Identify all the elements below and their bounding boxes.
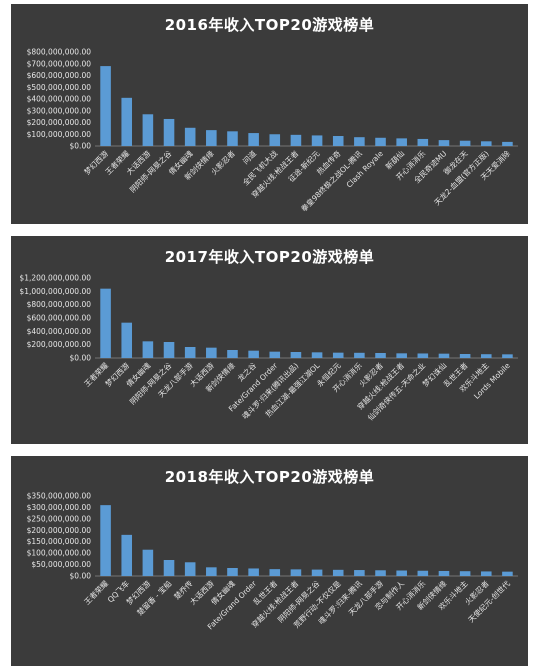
bar bbox=[184, 347, 196, 358]
bar bbox=[121, 534, 133, 576]
y-tick-label: $0.00 bbox=[70, 354, 92, 363]
bar bbox=[396, 570, 407, 576]
bar bbox=[396, 353, 407, 358]
chart-title: 2016年收入TOP20游戏榜单 bbox=[164, 16, 375, 34]
y-tick-label: $600,000,000.00 bbox=[27, 71, 92, 80]
chart-title: 2017年收入TOP20游戏榜单 bbox=[164, 248, 375, 266]
category-label: 问道 bbox=[240, 148, 258, 166]
bar-chart-2016: $0.00 $100,000,000.00 $200,000,000.00 $300,… bbox=[27, 48, 518, 214]
bar bbox=[311, 352, 323, 358]
bar bbox=[375, 570, 386, 576]
bar bbox=[227, 568, 238, 576]
bar bbox=[332, 569, 344, 576]
bar bbox=[311, 135, 323, 146]
bar bbox=[354, 352, 365, 358]
bar bbox=[438, 140, 450, 146]
bar bbox=[121, 97, 133, 146]
y-tick-label: $150,000,000.00 bbox=[27, 537, 92, 546]
bar bbox=[163, 118, 175, 146]
chart-panel-2018: 2018年收入TOP20游戏榜单 $0.00 $50,000,000.00 $100… bbox=[11, 456, 528, 666]
bar bbox=[332, 352, 344, 358]
bar bbox=[354, 137, 365, 146]
bar bbox=[100, 505, 111, 576]
bar bbox=[227, 350, 238, 358]
bar bbox=[163, 342, 175, 358]
y-tick-label: $200,000,000.00 bbox=[27, 340, 92, 349]
y-tick-label: $300,000,000.00 bbox=[27, 106, 92, 115]
y-tick-label: $200,000,000.00 bbox=[27, 118, 92, 127]
bar bbox=[290, 352, 302, 358]
bar bbox=[184, 127, 196, 146]
y-tick-label: $100,000,000.00 bbox=[27, 549, 92, 558]
y-tick-label: $250,000,000.00 bbox=[27, 514, 92, 523]
bar bbox=[248, 350, 259, 358]
bar bbox=[142, 114, 154, 146]
bar bbox=[480, 141, 492, 146]
bar bbox=[480, 354, 492, 358]
bar bbox=[206, 130, 217, 146]
bar bbox=[502, 571, 513, 576]
chart-title: 2018年收入TOP20游戏榜单 bbox=[164, 468, 375, 486]
y-tick-label: $0.00 bbox=[70, 142, 92, 151]
bar bbox=[269, 569, 281, 576]
bar bbox=[206, 567, 217, 576]
y-tick-label: $50,000,000.00 bbox=[31, 560, 91, 569]
bar bbox=[100, 66, 111, 146]
y-tick-label: $350,000,000.00 bbox=[27, 492, 92, 501]
bar bbox=[459, 354, 471, 358]
chart-panel-2016: 2016年收入TOP20游戏榜单 $0.00 $100,000,000.00 $20… bbox=[11, 4, 528, 224]
bar bbox=[269, 351, 281, 358]
bar-chart-2017: $0.00 $200,000,000.00 $400,000,000.00 $600,… bbox=[19, 274, 518, 422]
y-tick-label: $400,000,000.00 bbox=[27, 95, 92, 104]
bar bbox=[311, 569, 323, 576]
bar bbox=[163, 560, 175, 576]
y-tick-label: $500,000,000.00 bbox=[27, 83, 92, 92]
y-tick-label: $700,000,000.00 bbox=[27, 59, 92, 68]
bar bbox=[184, 562, 196, 576]
y-tick-label: $300,000,000.00 bbox=[27, 503, 92, 512]
y-tick-label: $200,000,000.00 bbox=[27, 526, 92, 535]
y-tick-label: $800,000,000.00 bbox=[27, 300, 92, 309]
bar bbox=[290, 134, 302, 146]
bar bbox=[142, 341, 154, 358]
bar bbox=[438, 353, 450, 358]
y-tick-label: $800,000,000.00 bbox=[27, 48, 92, 57]
bar bbox=[375, 353, 386, 358]
category-label: 王者荣耀 bbox=[82, 578, 111, 607]
bar bbox=[248, 568, 259, 576]
category-label: 火影忍者 bbox=[209, 148, 238, 177]
bar bbox=[417, 570, 429, 576]
bar bbox=[438, 570, 450, 576]
bar bbox=[142, 549, 154, 576]
y-tick-label: $1,000,000,000.00 bbox=[19, 287, 91, 296]
bar-chart-2018: $0.00 $50,000,000.00 $100,000,000.00 $150,0… bbox=[27, 492, 518, 631]
bar bbox=[248, 133, 259, 146]
bar bbox=[354, 570, 365, 576]
bar bbox=[121, 322, 133, 358]
bar bbox=[227, 131, 238, 146]
bar bbox=[269, 134, 281, 146]
y-tick-label: $100,000,000.00 bbox=[27, 130, 92, 139]
bar bbox=[502, 354, 513, 358]
y-tick-label: $1,200,000,000.00 bbox=[19, 274, 91, 283]
bar bbox=[206, 347, 217, 358]
y-tick-label: $400,000,000.00 bbox=[27, 327, 92, 336]
bar bbox=[396, 138, 407, 146]
bar bbox=[375, 137, 386, 146]
bar bbox=[332, 136, 344, 146]
y-tick-label: $600,000,000.00 bbox=[27, 314, 92, 323]
y-tick-label: $0.00 bbox=[70, 572, 92, 581]
bar bbox=[417, 138, 429, 146]
bar bbox=[100, 288, 111, 358]
bar bbox=[290, 569, 302, 576]
bar bbox=[417, 353, 429, 358]
bar bbox=[459, 140, 471, 146]
chart-panel-2017: 2017年收入TOP20游戏榜单 $0.00 $200,000,000.00 $40… bbox=[11, 236, 528, 444]
bar bbox=[502, 141, 513, 146]
bar bbox=[459, 571, 471, 576]
bar bbox=[480, 571, 492, 576]
